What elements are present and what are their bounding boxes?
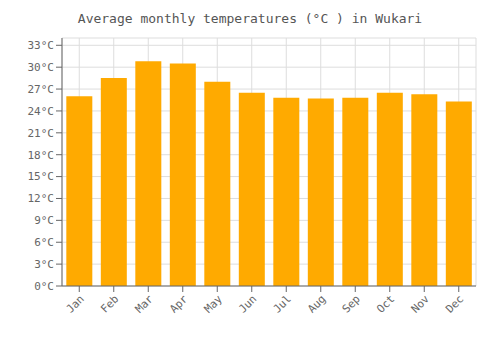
svg-text:Aug: Aug <box>305 292 328 315</box>
html-text:Average monthly temperatures (: Average monthly temperatures (°C ) in Wu… <box>77 11 423 26</box>
svg-text:Feb: Feb <box>98 292 121 315</box>
svg-text:3°C: 3°C <box>34 258 54 271</box>
svg-text:Jan: Jan <box>64 292 87 315</box>
svg-text:6°C: 6°C <box>34 236 54 249</box>
svg-text:18°C: 18°C <box>28 149 55 162</box>
svg-text:Mar: Mar <box>133 292 157 316</box>
svg-text:Nov: Nov <box>409 292 433 316</box>
svg-text:Dec: Dec <box>443 292 466 315</box>
svg-text:12°C: 12°C <box>28 192 55 205</box>
svg-text:21°C: 21°C <box>28 127 55 140</box>
svg-text:0°C: 0°C <box>34 280 54 293</box>
svg-text:Oct: Oct <box>374 292 397 315</box>
svg-text:Jun: Jun <box>236 292 259 315</box>
svg-text:Apr: Apr <box>167 292 191 316</box>
svg-text:33°C: 33°C <box>28 39 55 52</box>
svg-text:27°C: 27°C <box>28 83 55 96</box>
svg-text:Sep: Sep <box>340 292 363 315</box>
svg-text:24°C: 24°C <box>28 105 55 118</box>
svg-text:Jul: Jul <box>271 292 294 315</box>
svg-text:15°C: 15°C <box>28 170 55 183</box>
svg-text:30°C: 30°C <box>28 61 55 74</box>
svg-text:9°C: 9°C <box>34 214 54 227</box>
svg-text:May: May <box>202 292 226 316</box>
